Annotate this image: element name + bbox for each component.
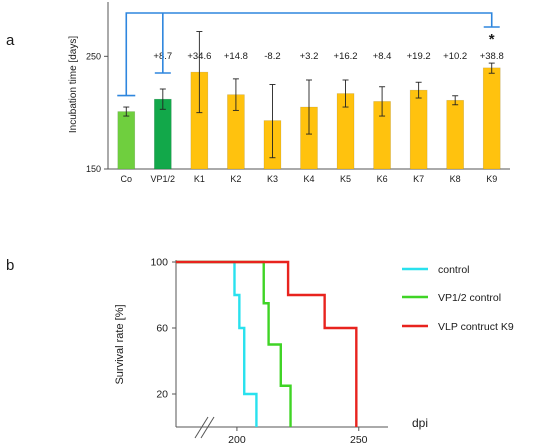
x-tick-label: Co	[121, 174, 133, 184]
delta-annotation: +10.2	[443, 51, 467, 62]
x-tick-label: 200	[228, 434, 246, 446]
delta-annotation: +34.6	[187, 51, 211, 62]
x-tick-label: K1	[194, 174, 205, 184]
significance-star: *	[489, 31, 495, 48]
bar-k9	[482, 67, 501, 170]
delta-annotation: +3.2	[300, 51, 319, 62]
x-tick-label: K5	[340, 174, 351, 184]
delta-annotation: +8.4	[373, 51, 392, 62]
panel-b-label: b	[6, 257, 14, 274]
x-tick-label: K6	[377, 174, 388, 184]
legend-label: VP1/2 control	[438, 292, 501, 304]
axis-break-mark	[200, 416, 215, 439]
y-tick-label: 100	[150, 257, 168, 269]
y-tick-label: 60	[156, 323, 168, 335]
y-tick-label: 20	[156, 389, 168, 401]
delta-annotation: +19.2	[407, 51, 431, 62]
delta-annotation: +14.8	[224, 51, 248, 62]
y-tick-label: 150	[86, 164, 101, 174]
bar-co	[117, 111, 136, 170]
bar-k8	[446, 99, 464, 170]
axis-break-mark	[194, 416, 209, 439]
delta-annotation: -8.2	[264, 51, 280, 62]
x-tick-label: VP1/2	[151, 174, 176, 184]
x-tick-label: K9	[486, 174, 497, 184]
survival-line-2	[176, 260, 358, 427]
legend-label: control	[438, 264, 470, 276]
survival-line-1	[176, 260, 292, 427]
y-axis-label: Survival rate [%]	[114, 304, 126, 384]
panel-a-label: a	[6, 32, 15, 49]
x-axis-label: dpi	[412, 416, 428, 430]
x-tick-label: K8	[450, 174, 461, 184]
x-tick-label: K2	[230, 174, 241, 184]
y-axis-label: Incubation time [days]	[68, 36, 79, 133]
bar-k7	[409, 89, 428, 170]
delta-annotation: +38.8	[480, 51, 504, 62]
legend-label: VLP contruct K9	[438, 321, 514, 333]
significance-bracket	[125, 12, 493, 96]
survival-line-0	[176, 260, 258, 427]
x-tick-label: K4	[303, 174, 314, 184]
y-tick-label: 250	[86, 51, 101, 61]
x-tick-label: K7	[413, 174, 424, 184]
delta-annotation: +16.2	[334, 51, 358, 62]
panel-b-survival-chart: 20 60 100 200 250 Survival rate [%] dpi control…	[114, 257, 514, 447]
x-tick-label: K3	[267, 174, 278, 184]
x-tick-label: 250	[350, 434, 368, 446]
